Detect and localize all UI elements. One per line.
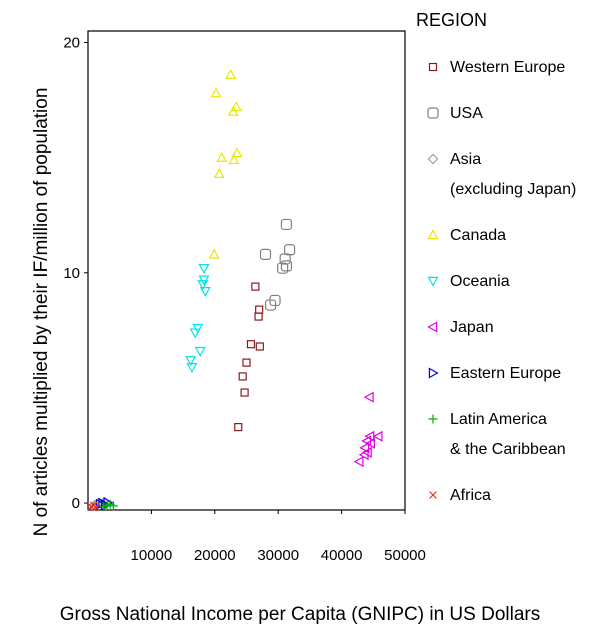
x-tick-label: 50000 — [384, 547, 426, 564]
data-point — [108, 501, 118, 511]
data-point — [353, 456, 364, 468]
data-point — [216, 151, 228, 162]
legend-item: Western Europe — [428, 59, 565, 76]
legend-label: (excluding Japan) — [450, 181, 576, 198]
data-point — [230, 101, 242, 112]
data-point — [242, 358, 251, 367]
data-point — [280, 218, 293, 231]
data-point — [199, 287, 211, 297]
x-tick-label: 40000 — [321, 547, 363, 564]
data-point — [198, 275, 210, 286]
data-point — [255, 305, 264, 314]
legend-label: Canada — [450, 227, 506, 244]
legend-item: Eastern Europe — [428, 365, 561, 382]
legend-label: Eastern Europe — [450, 365, 561, 382]
legend-label: Oceania — [450, 273, 510, 290]
legend-item: USA — [427, 105, 483, 122]
data-point — [208, 248, 220, 259]
data-point — [254, 312, 263, 321]
x-tick-label: 20000 — [194, 547, 236, 564]
legend-title: REGION — [416, 10, 487, 30]
data-points — [87, 69, 383, 512]
legend-label: Western Europe — [450, 59, 565, 76]
data-point — [269, 294, 281, 307]
data-point — [185, 356, 197, 367]
legend-marker — [427, 107, 439, 119]
series-square-open — [259, 218, 296, 311]
data-point — [231, 147, 243, 158]
y-tick-label: 10 — [63, 265, 80, 282]
data-point — [361, 446, 372, 458]
plot-frame — [87, 30, 406, 511]
y-tick-label: 0 — [72, 495, 80, 512]
series-triangle-down — [185, 263, 211, 373]
y-axis: 0 10 20 — [63, 35, 88, 512]
y-axis-label: N of articles multiplied by their IF/mil… — [31, 88, 52, 537]
legend-label: Asia — [450, 151, 481, 168]
legend-label: USA — [450, 105, 483, 122]
data-point — [238, 372, 247, 381]
legend-label: Japan — [450, 319, 494, 336]
legend-marker — [429, 491, 437, 499]
data-point — [280, 260, 293, 272]
legend-item: Asia (excluding Japan) — [427, 151, 576, 198]
legend-item: Japan — [427, 319, 494, 336]
y-tick-label: 20 — [63, 35, 80, 52]
legend-label: & the Caribbean — [450, 441, 566, 458]
data-point — [372, 430, 383, 442]
data-point — [246, 340, 256, 349]
legend-marker — [427, 153, 439, 165]
data-point — [359, 442, 370, 454]
legend-label: Africa — [450, 487, 491, 504]
legend-item: Canada — [427, 227, 506, 244]
data-point — [213, 168, 225, 178]
data-point — [100, 499, 111, 511]
data-point — [240, 388, 249, 397]
x-axis-label: Gross National Income per Capita (GNIPC)… — [60, 604, 540, 625]
data-point — [259, 248, 272, 260]
data-point — [284, 244, 296, 256]
data-point — [363, 391, 374, 403]
legend-marker — [428, 367, 439, 379]
series-plus — [99, 499, 118, 512]
legend-item: Africa — [429, 487, 491, 504]
data-point — [210, 87, 222, 98]
data-point — [255, 342, 264, 351]
x-tick-label: 30000 — [257, 547, 299, 564]
series-cross — [87, 501, 100, 512]
legend-item: Latin America & the Caribbean — [428, 411, 566, 458]
legend-marker — [428, 62, 438, 72]
data-point — [192, 323, 204, 334]
series-triangle-up — [208, 69, 243, 259]
data-point — [234, 422, 243, 432]
data-point — [225, 69, 237, 79]
data-point — [194, 346, 206, 357]
data-point — [198, 263, 210, 274]
legend-item: Oceania — [427, 273, 510, 290]
legend-marker — [427, 229, 439, 240]
data-point — [365, 437, 375, 449]
legend-label: Latin America — [450, 411, 547, 428]
x-axis: 10000 20000 30000 40000 50000 — [131, 510, 426, 564]
legend-marker — [427, 321, 438, 333]
x-tick-label: 10000 — [131, 547, 173, 564]
data-point — [91, 503, 100, 512]
data-point — [228, 154, 240, 165]
legend-marker — [428, 414, 438, 424]
data-point — [277, 262, 289, 274]
series-square — [234, 282, 264, 432]
data-point — [186, 363, 198, 373]
data-point — [251, 282, 260, 291]
series-triangle-left — [353, 391, 383, 468]
legend: REGION Western Europe USA Asia (excluding J… — [416, 10, 576, 504]
legend-marker — [427, 276, 439, 287]
